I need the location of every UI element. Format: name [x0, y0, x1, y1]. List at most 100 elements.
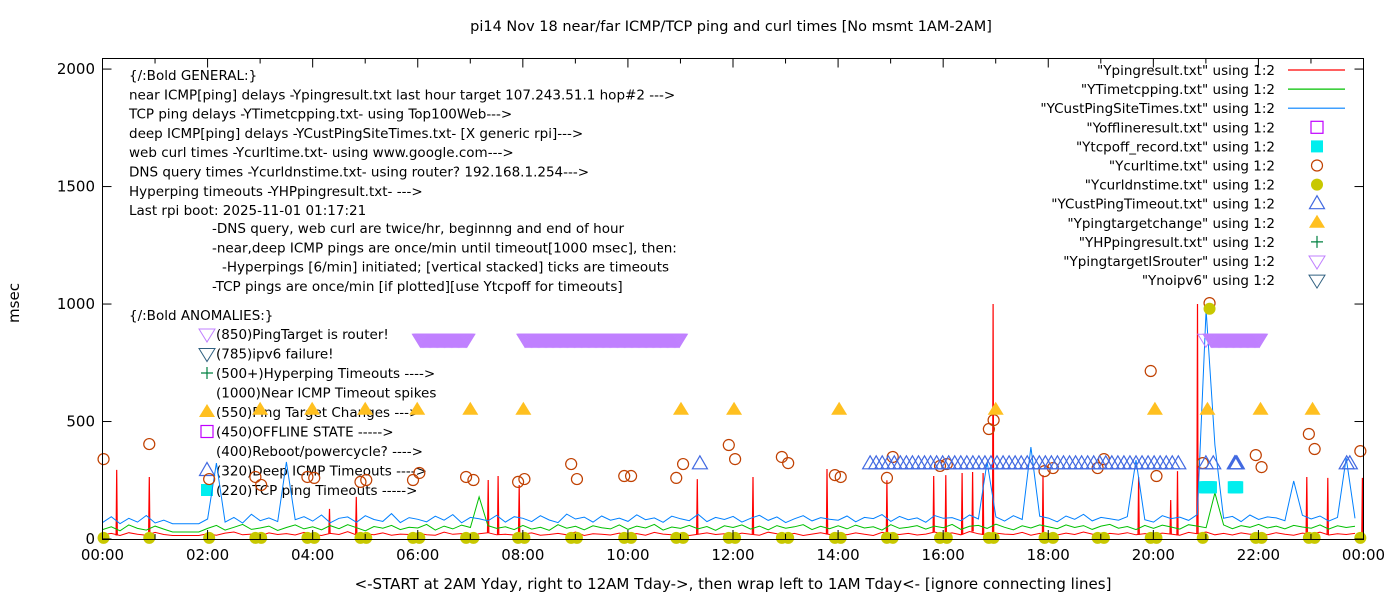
legend-square-open-icon: [1310, 120, 1324, 134]
legend: "Ypingresult.txt" using 1:2 "YTimetcpping…: [1040, 63, 1345, 289]
spike-ypingresult-txt: [1196, 303, 1199, 534]
x-tick-label: 18:00: [1027, 546, 1070, 564]
schedule-note: -TCP pings are once/min [if plotted][use…: [212, 279, 623, 295]
point-ycurltime-txt: [143, 437, 156, 451]
points-ypingtargetchange: [252, 401, 1321, 415]
anomaly-label: (850)PingTarget is router!: [216, 327, 389, 343]
point-ycurltime-txt: [1354, 445, 1367, 458]
point-ycurltime-txt: [670, 471, 683, 485]
point-ycustpingtimeout-txt: [1169, 454, 1187, 470]
point-ycurldnstime-txt: [308, 531, 321, 544]
point-ycurltime-txt: [1249, 449, 1262, 462]
y-axis-label: msec: [5, 283, 23, 323]
series-line-ycustpingsitetimes-txt: [102, 309, 1356, 525]
anomaly-label: (320)Deep ICMP Timeouts ---->: [216, 464, 427, 480]
legend-label: "Ytcpoff_record.txt" using 1:2: [1076, 139, 1275, 155]
series-line-ytimetcpping-txt: [102, 490, 1356, 533]
legend-entry: "Ynoipv6" using 1:2: [1142, 273, 1326, 290]
point-ycurldnstime-txt: [143, 531, 156, 544]
spike-ypingresult-txt: [960, 472, 964, 535]
legend-label: "Ynoipv6" using 1:2: [1142, 273, 1275, 289]
y-tick-label: 1000: [57, 295, 95, 313]
spike-ypingresult-txt: [971, 471, 974, 532]
point-ycurldnstime-txt: [1308, 531, 1321, 544]
general-heading: {/:Bold GENERAL:}: [129, 68, 257, 84]
point-ycurldnstime-txt: [834, 531, 847, 544]
general-note: TCP ping delays -YTimetcpping.txt- using…: [128, 107, 512, 123]
point-ycurltime-txt: [729, 453, 742, 466]
legend-circle-filled-icon: [1311, 178, 1323, 191]
point-ypingtargetchange: [1199, 401, 1216, 415]
points-ypingtargetisrouter: [411, 333, 1269, 349]
spike-ypingresult-txt: [355, 496, 358, 536]
point-ytcpoff-record-txt: [1204, 481, 1217, 494]
spike-ypingresult-txt: [148, 476, 151, 536]
anomaly-key-square-filled-icon: [201, 484, 213, 496]
spike-ypingresult-txt: [932, 475, 935, 533]
point-ycurltime-txt: [97, 453, 110, 466]
legend-triangle-down-open-icon: [1308, 274, 1326, 290]
point-ycurltime-txt: [413, 466, 426, 480]
x-tick-label: 00:00: [1342, 546, 1385, 564]
point-ytcpoff-record-txt: [1231, 481, 1244, 494]
point-ycurltime-txt: [406, 473, 420, 487]
point-ycustpingtimeout-txt: [1204, 454, 1222, 470]
spike-ypingresult-txt: [696, 479, 699, 535]
point-ycurldnstime-txt: [570, 531, 583, 544]
general-note: DNS query times -Ycurldnstime.txt- using…: [129, 165, 589, 181]
point-ycurltime-txt: [308, 471, 321, 485]
legend-label: "YpingtargetISrouter" using 1:2: [1063, 254, 1275, 270]
point-ypingtargetchange: [357, 401, 374, 415]
point-ycurltime-txt: [354, 475, 367, 489]
points-ycurldnstime-txt: [97, 302, 1367, 544]
legend-triangle-up-open-icon: [1308, 194, 1326, 210]
point-ypingtargetchange: [726, 401, 743, 415]
point-ycurldnstime-txt: [467, 531, 480, 544]
plot-data: [97, 296, 1367, 544]
legend-square-filled-icon: [1311, 140, 1323, 153]
point-ycurldnstime-txt: [255, 531, 268, 544]
point-ycurldnstime-txt: [1046, 531, 1059, 544]
general-note: deep ICMP[ping] delays -YCustPingSiteTim…: [129, 126, 583, 142]
point-ycurltime-txt: [570, 472, 584, 486]
point-ypingtargetchange: [515, 401, 532, 415]
point-ycurltime-txt: [722, 438, 735, 452]
anomaly-label: (785)ipv6 failure!: [216, 347, 334, 363]
point-ycurltime-txt: [1255, 461, 1268, 474]
point-ycurldnstime-txt: [203, 531, 216, 544]
x-tick-label: 10:00: [606, 546, 649, 564]
spike-ypingresult-txt: [115, 469, 118, 536]
x-axis-label: <-START at 2AM Yday, right to 12AM Tday-…: [355, 575, 1112, 593]
point-ycurldnstime-txt: [987, 531, 1000, 544]
x-tick-label: 22:00: [1237, 546, 1280, 564]
point-ycurldnstime-txt: [677, 531, 690, 544]
points-ycurltime-txt: [97, 296, 1367, 492]
x-tick-label: 14:00: [816, 546, 859, 564]
anomaly-label: (450)OFFLINE STATE ----->: [216, 425, 394, 441]
anomaly-key-triangle-down-open-icon: [198, 348, 216, 363]
point-ycurldnstime-txt: [1196, 531, 1209, 544]
point-ypingtargetchange: [462, 401, 479, 415]
point-ycurltime-txt: [301, 470, 314, 484]
legend-entry: "YpingtargetISrouter" using 1:2: [1063, 254, 1326, 270]
point-ycurltime-txt: [782, 457, 795, 470]
x-tick-label: 00:00: [81, 546, 124, 564]
point-ycurltime-txt: [203, 472, 216, 486]
point-ycurldnstime-txt: [1097, 531, 1110, 544]
point-ycurldnstime-txt: [1354, 531, 1367, 544]
legend-label: "YCustPingTimeout.txt" using 1:2: [1051, 197, 1275, 213]
point-ycurltime-txt: [834, 470, 847, 484]
x-tick-label: 12:00: [711, 546, 754, 564]
point-ypingtargetchange: [409, 401, 426, 415]
point-ycurltime-txt: [1308, 442, 1321, 456]
point-ycurltime-txt: [1150, 469, 1163, 483]
annotations: {/:Bold GENERAL:} near ICMP[ping] delays …: [128, 68, 677, 499]
anomaly-key-triangle-down-open-icon: [198, 328, 216, 343]
legend-label: "YTimetcpping.txt" using 1:2: [1081, 82, 1275, 98]
legend-entry: "Yofflineresult.txt" using 1:2: [1086, 120, 1324, 136]
point-ycurltime-txt: [828, 468, 842, 482]
spike-ypingresult-txt: [1176, 471, 1179, 536]
general-note: Last rpi boot: 2025-11-01 01:17:21: [129, 203, 366, 219]
point-ycurltime-txt: [518, 472, 531, 486]
spike-ypingresult-txt: [1326, 477, 1329, 536]
